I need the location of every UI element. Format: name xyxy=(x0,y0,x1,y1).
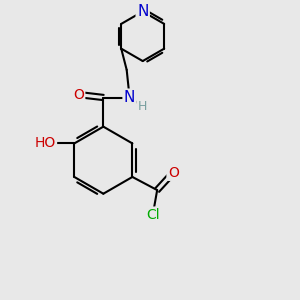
Text: N: N xyxy=(124,90,135,105)
Text: HO: HO xyxy=(34,136,56,150)
Text: Cl: Cl xyxy=(146,208,160,222)
Text: O: O xyxy=(73,88,84,102)
Text: H: H xyxy=(138,100,147,113)
Text: O: O xyxy=(168,166,178,180)
Text: N: N xyxy=(137,4,148,19)
